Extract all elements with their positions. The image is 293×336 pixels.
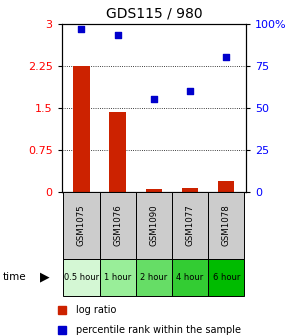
Text: GSM1075: GSM1075 bbox=[77, 204, 86, 246]
Bar bbox=[182, 187, 198, 192]
Text: ▶: ▶ bbox=[40, 271, 49, 284]
Point bbox=[151, 96, 156, 102]
Bar bbox=[218, 181, 234, 192]
Bar bbox=[110, 112, 126, 192]
Bar bbox=[172, 259, 208, 296]
Text: GSM1076: GSM1076 bbox=[113, 204, 122, 246]
Bar bbox=[73, 66, 90, 192]
Text: 4 hour: 4 hour bbox=[176, 273, 204, 282]
Title: GDS115 / 980: GDS115 / 980 bbox=[105, 7, 202, 21]
Bar bbox=[63, 259, 100, 296]
Bar bbox=[208, 192, 244, 259]
Bar bbox=[100, 192, 136, 259]
Bar bbox=[136, 259, 172, 296]
Text: percentile rank within the sample: percentile rank within the sample bbox=[76, 325, 241, 335]
Bar bbox=[146, 189, 162, 192]
Point bbox=[188, 88, 193, 93]
Bar bbox=[208, 259, 244, 296]
Bar bbox=[100, 259, 136, 296]
Point bbox=[79, 26, 84, 31]
Bar bbox=[136, 192, 172, 259]
Text: 0.5 hour: 0.5 hour bbox=[64, 273, 99, 282]
Bar bbox=[63, 192, 100, 259]
Text: time: time bbox=[3, 272, 27, 282]
Text: 2 hour: 2 hour bbox=[140, 273, 168, 282]
Bar bbox=[172, 192, 208, 259]
Text: 1 hour: 1 hour bbox=[104, 273, 131, 282]
Point bbox=[224, 54, 229, 60]
Text: GSM1077: GSM1077 bbox=[185, 204, 195, 246]
Text: 6 hour: 6 hour bbox=[212, 273, 240, 282]
Text: GSM1090: GSM1090 bbox=[149, 204, 158, 246]
Text: GSM1078: GSM1078 bbox=[222, 204, 231, 246]
Point bbox=[115, 33, 120, 38]
Text: log ratio: log ratio bbox=[76, 305, 117, 315]
